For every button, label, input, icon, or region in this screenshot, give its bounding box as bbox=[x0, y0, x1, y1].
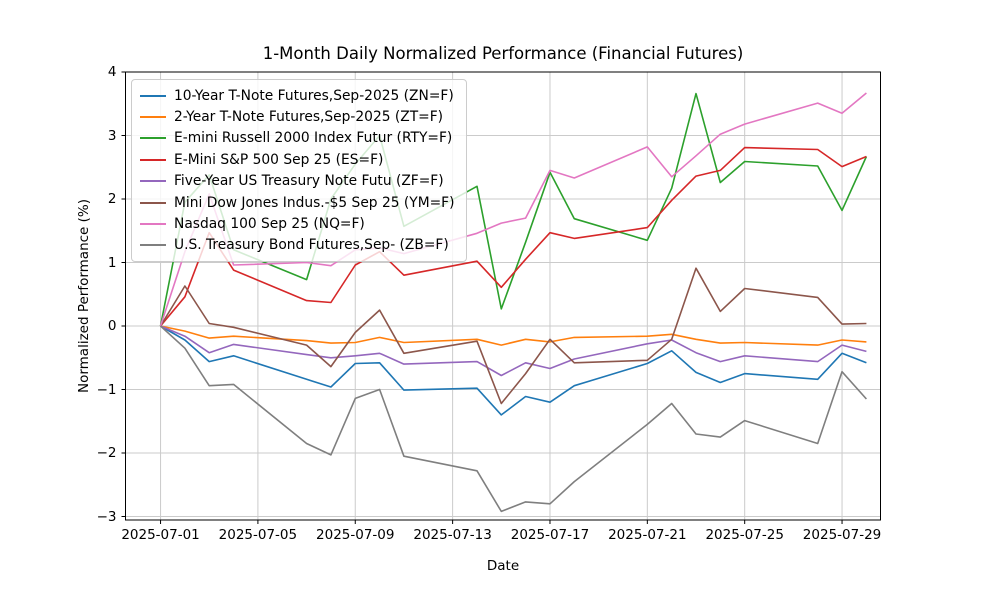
y-tick-label: −2 bbox=[96, 445, 117, 461]
series-line bbox=[159, 325, 867, 513]
series-line bbox=[159, 92, 867, 327]
legend-label: E-Mini S&P 500 Sep 25 (ES=F) bbox=[174, 151, 384, 168]
x-tick-label: 2025-07-25 bbox=[705, 527, 784, 543]
x-tick-label: 2025-07-05 bbox=[218, 527, 298, 543]
x-axis-label: Date bbox=[486, 558, 520, 574]
legend-line-swatch bbox=[140, 158, 166, 161]
legend-label: Nasdaq 100 Sep 25 (NQ=F) bbox=[174, 216, 365, 233]
x-tick-label: 2025-07-09 bbox=[316, 527, 395, 543]
legend-item: U.S. Treasury Bond Futures,Sep- (ZB=F) bbox=[140, 235, 458, 256]
legend-label: E-mini Russell 2000 Index Futur (RTY=F) bbox=[174, 130, 453, 147]
x-tick-label: 2025-07-13 bbox=[413, 527, 492, 543]
legend-item: Nasdaq 100 Sep 25 (NQ=F) bbox=[140, 213, 458, 234]
x-tick-label: 2025-07-29 bbox=[802, 527, 882, 543]
legend-label: 10-Year T-Note Futures,Sep-2025 (ZN=F) bbox=[174, 87, 454, 104]
legend-item: 2-Year T-Note Futures,Sep-2025 (ZT=F) bbox=[140, 106, 458, 127]
legend-item: Mini Dow Jones Indus.-$5 Sep 25 (YM=F) bbox=[140, 192, 458, 213]
legend-line-swatch bbox=[140, 244, 166, 247]
series-line bbox=[159, 267, 867, 405]
x-tick-label: 2025-07-01 bbox=[121, 527, 200, 543]
y-tick-label: −3 bbox=[96, 508, 117, 525]
series-line bbox=[160, 325, 867, 346]
x-tick-label: 2025-07-17 bbox=[510, 527, 590, 543]
y-tick-label: −1 bbox=[96, 381, 117, 398]
y-tick-label: 0 bbox=[107, 318, 117, 334]
legend: 10-Year T-Note Futures,Sep-2025 (ZN=F) 2-… bbox=[131, 79, 467, 263]
series-line bbox=[159, 146, 867, 327]
legend-label: Mini Dow Jones Indus.-$5 Sep 25 (YM=F) bbox=[174, 194, 455, 211]
legend-label: 2-Year T-Note Futures,Sep-2025 (ZT=F) bbox=[174, 109, 444, 126]
legend-item: E-mini Russell 2000 Index Futur (RTY=F) bbox=[140, 128, 458, 149]
legend-item: 10-Year T-Note Futures,Sep-2025 (ZN=F) bbox=[140, 85, 458, 106]
axes-spines bbox=[125, 71, 881, 521]
legend-label: U.S. Treasury Bond Futures,Sep- (ZB=F) bbox=[174, 237, 449, 254]
x-tick-label: 2025-07-21 bbox=[608, 527, 687, 543]
legend-line-swatch bbox=[140, 223, 166, 226]
legend-item: E-Mini S&P 500 Sep 25 (ES=F) bbox=[140, 149, 458, 170]
series-line bbox=[160, 325, 867, 377]
legend-label: Five-Year US Treasury Note Futu (ZF=F) bbox=[174, 173, 444, 190]
series-line bbox=[160, 325, 867, 416]
legend-line-swatch bbox=[140, 116, 166, 119]
chart-title: 1-Month Daily Normalized Performance (Fi… bbox=[262, 44, 744, 63]
y-tick-label: 4 bbox=[107, 64, 117, 80]
y-tick-label: 3 bbox=[107, 127, 117, 144]
legend-line-swatch bbox=[140, 137, 166, 140]
legend-line-swatch bbox=[140, 201, 166, 204]
legend-line-swatch bbox=[140, 180, 166, 183]
legend-line-swatch bbox=[140, 94, 166, 97]
legend-item: Five-Year US Treasury Note Futu (ZF=F) bbox=[140, 171, 458, 192]
y-tick-label: 2 bbox=[107, 191, 117, 207]
y-tick-label: 1 bbox=[107, 254, 117, 271]
series-line bbox=[159, 92, 868, 327]
